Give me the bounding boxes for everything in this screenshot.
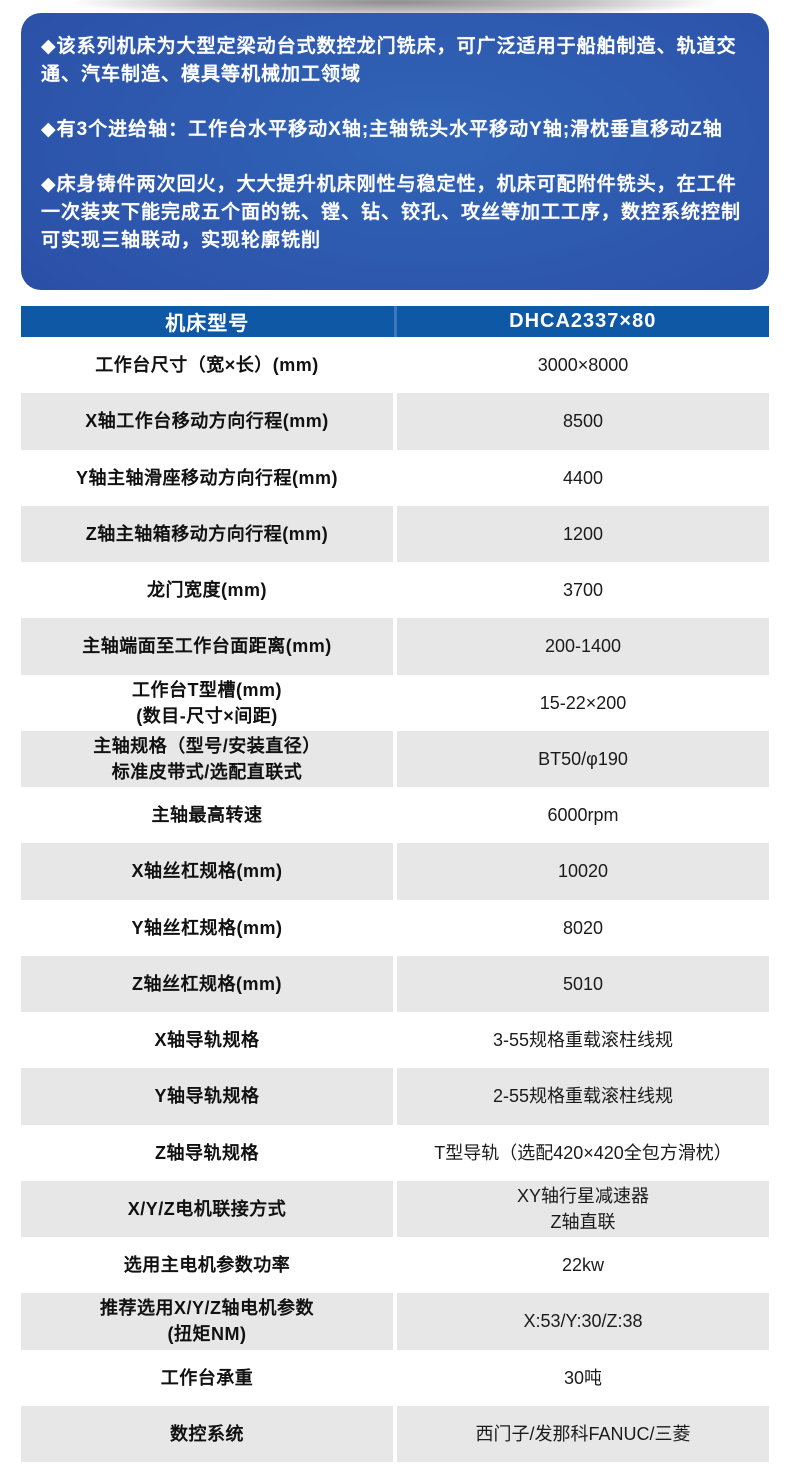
table-row: 主轴规格（型号/安装直径） 标准皮带式/选配直联式 BT50/φ190 (21, 730, 769, 787)
spec-label-cell: X轴工作台移动方向行程(mm) (21, 393, 393, 450)
table-row: 龙门宽度(mm) 3700 (21, 562, 769, 619)
table-row: Y轴丝杠规格(mm) 8020 (21, 899, 769, 956)
spec-value-cell: 10020 (397, 843, 769, 900)
spec-value-cell: 22kw (397, 1237, 769, 1294)
spec-label-cell: Y轴丝杠规格(mm) (21, 899, 393, 956)
spec-label-cell: 数控系统 (21, 1405, 393, 1462)
spec-label-cell: 主轴规格（型号/安装直径） 标准皮带式/选配直联式 (21, 730, 393, 787)
spec-value-cell: XY轴行星减速器 Z轴直联 (397, 1180, 769, 1237)
spec-table-header: 机床型号 DHCA2337×80 (21, 306, 769, 337)
spec-value-cell: 3000×8000 (397, 337, 769, 394)
spec-value-cell: 2-55规格重载滚柱线规 (397, 1068, 769, 1125)
table-row: Z轴主轴箱移动方向行程(mm) 1200 (21, 505, 769, 562)
top-edge-shadow (18, 0, 772, 13)
table-row: 工作台承重 30吨 (21, 1349, 769, 1406)
table-row: 主轴最高转速 6000rpm (21, 787, 769, 844)
spec-label-cell: Z轴主轴箱移动方向行程(mm) (21, 505, 393, 562)
spec-label-cell: 主轴最高转速 (21, 787, 393, 844)
spec-value-cell: 4400 (397, 449, 769, 506)
spec-label-cell: 推荐选用X/Y/Z轴电机参数 (扭矩NM) (21, 1293, 393, 1350)
spec-value-cell: 3700 (397, 562, 769, 619)
spec-table: 机床型号 DHCA2337×80 工作台尺寸（宽×长）(mm) 3000×800… (21, 306, 769, 1462)
table-row: 选用主电机参数功率 22kw (21, 1237, 769, 1294)
spec-value-cell: 6000rpm (397, 787, 769, 844)
table-row: X轴丝杠规格(mm) 10020 (21, 843, 769, 900)
spec-label-cell: 龙门宽度(mm) (21, 562, 393, 619)
spec-value-cell: 5010 (397, 955, 769, 1012)
spec-label-cell: 工作台尺寸（宽×长）(mm) (21, 337, 393, 394)
spec-value-cell: T型导轨（选配420×420全包方滑枕） (397, 1124, 769, 1181)
spec-label-cell: Z轴丝杠规格(mm) (21, 955, 393, 1012)
table-row: X轴导轨规格 3-55规格重载滚柱线规 (21, 1012, 769, 1069)
header-model-value: DHCA2337×80 (396, 306, 769, 337)
spec-label-cell: 工作台T型槽(mm) (数目-尺寸×间距) (21, 674, 393, 731)
table-row: X轴工作台移动方向行程(mm) 8500 (21, 393, 769, 450)
table-row: 推荐选用X/Y/Z轴电机参数 (扭矩NM) X:53/Y:30/Z:38 (21, 1293, 769, 1350)
spec-value-cell: 3-55规格重载滚柱线规 (397, 1012, 769, 1069)
table-row: Z轴导轨规格 T型导轨（选配420×420全包方滑枕） (21, 1124, 769, 1181)
spec-label-cell: 选用主电机参数功率 (21, 1237, 393, 1294)
table-row: Y轴导轨规格 2-55规格重载滚柱线规 (21, 1068, 769, 1125)
spec-value-cell: BT50/φ190 (397, 730, 769, 787)
spec-value-cell: 8020 (397, 899, 769, 956)
spec-label-cell: Y轴导轨规格 (21, 1068, 393, 1125)
table-row: Y轴主轴滑座移动方向行程(mm) 4400 (21, 449, 769, 506)
table-row: 工作台尺寸（宽×长）(mm) 3000×8000 (21, 337, 769, 394)
intro-bullet: ◆有3个进给轴：工作台水平移动X轴;主轴铣头水平移动Y轴;滑枕垂直移动Z轴 (41, 119, 723, 140)
spec-value-cell: 8500 (397, 393, 769, 450)
spec-label-cell: 主轴端面至工作台面距离(mm) (21, 618, 393, 675)
spec-label-cell: Z轴导轨规格 (21, 1124, 393, 1181)
spec-label-cell: Y轴主轴滑座移动方向行程(mm) (21, 449, 393, 506)
table-row: 工作台T型槽(mm) (数目-尺寸×间距) 15-22×200 (21, 674, 769, 731)
spec-label-cell: X轴导轨规格 (21, 1012, 393, 1069)
spec-label-cell: 工作台承重 (21, 1349, 393, 1406)
spec-value-cell: 西门子/发那科FANUC/三菱 (397, 1405, 769, 1462)
intro-panel: ◆该系列机床为大型定梁动台式数控龙门铣床，可广泛适用于船舶制造、轨道交 通、汽车… (21, 13, 769, 290)
spec-value-cell: X:53/Y:30/Z:38 (397, 1293, 769, 1350)
spec-value-cell: 30吨 (397, 1349, 769, 1406)
spec-table-body: 工作台尺寸（宽×长）(mm) 3000×8000 X轴工作台移动方向行程(mm)… (21, 337, 769, 1462)
intro-bullet: ◆床身铸件两次回火，大大提升机床刚性与稳定性，机床可配附件铣头，在工件 一次装夹… (41, 174, 742, 251)
table-row: 主轴端面至工作台面距离(mm) 200-1400 (21, 618, 769, 675)
spec-value-cell: 15-22×200 (397, 674, 769, 731)
spec-label-cell: X轴丝杠规格(mm) (21, 843, 393, 900)
header-model-label: 机床型号 (21, 306, 394, 337)
table-row: X/Y/Z电机联接方式 XY轴行星减速器 Z轴直联 (21, 1180, 769, 1237)
spec-value-cell: 200-1400 (397, 618, 769, 675)
table-row: Z轴丝杠规格(mm) 5010 (21, 955, 769, 1012)
intro-bullet: ◆该系列机床为大型定梁动台式数控龙门铣床，可广泛适用于船舶制造、轨道交 通、汽车… (41, 36, 737, 85)
spec-value-cell: 1200 (397, 505, 769, 562)
spec-label-cell: X/Y/Z电机联接方式 (21, 1180, 393, 1237)
table-row: 数控系统 西门子/发那科FANUC/三菱 (21, 1405, 769, 1462)
